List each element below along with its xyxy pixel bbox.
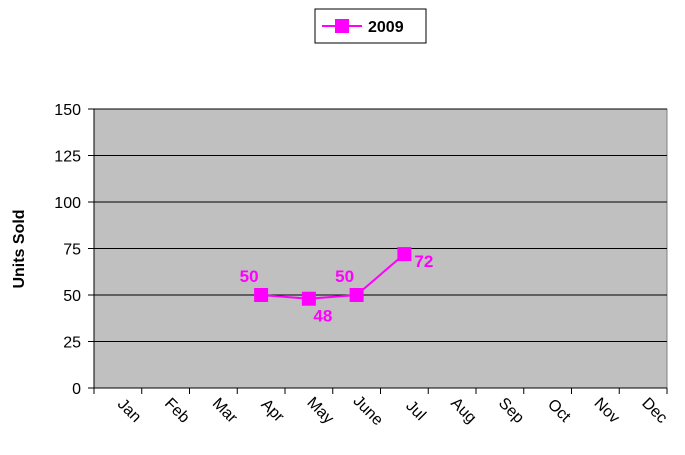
- legend-marker: [335, 19, 349, 33]
- y-tick-label: 75: [63, 242, 81, 259]
- x-axis-ticks: Jan Feb Mar Apr May June Jul Aug Sep Oct Nov Dec: [93, 388, 670, 430]
- x-tick-label: Mar: [209, 395, 241, 427]
- x-tick-label: May: [303, 394, 336, 427]
- series-2009: 50 48 50 72: [240, 247, 433, 326]
- data-label: 50: [335, 267, 354, 286]
- x-tick-label: Oct: [544, 396, 574, 426]
- data-point: [301, 291, 316, 306]
- x-tick-label: Jul: [402, 398, 428, 424]
- y-tick-label: 125: [54, 149, 81, 166]
- y-tick-label: 50: [63, 288, 81, 305]
- y-tick-label: 100: [54, 195, 81, 212]
- data-label: 72: [414, 252, 433, 271]
- x-tick-label: June: [350, 393, 387, 430]
- x-tick-label: Sep: [495, 395, 527, 427]
- data-label: 50: [240, 267, 259, 286]
- data-point: [349, 288, 364, 302]
- gridlines: [94, 108, 667, 342]
- x-tick-label: Feb: [161, 395, 193, 427]
- data-point: [254, 288, 269, 302]
- x-tick-label: Apr: [257, 396, 287, 426]
- x-tick-label: Jan: [114, 396, 144, 426]
- data-label: 48: [313, 307, 332, 326]
- y-tick-label: 25: [63, 335, 81, 352]
- y-axis-title: Units Sold: [11, 209, 28, 288]
- x-tick-label: Aug: [447, 395, 479, 427]
- data-point: [397, 247, 412, 262]
- y-tick-label: 150: [54, 102, 81, 119]
- x-tick-label: Nov: [590, 395, 622, 427]
- legend: 2009: [314, 8, 427, 44]
- series-line: [261, 253, 406, 300]
- legend-label: 2009: [368, 19, 404, 36]
- x-tick-label: Dec: [638, 395, 670, 427]
- y-tick-label: 0: [72, 381, 81, 398]
- y-axis-ticks: 0 25 50 75 100 125 150: [54, 102, 94, 398]
